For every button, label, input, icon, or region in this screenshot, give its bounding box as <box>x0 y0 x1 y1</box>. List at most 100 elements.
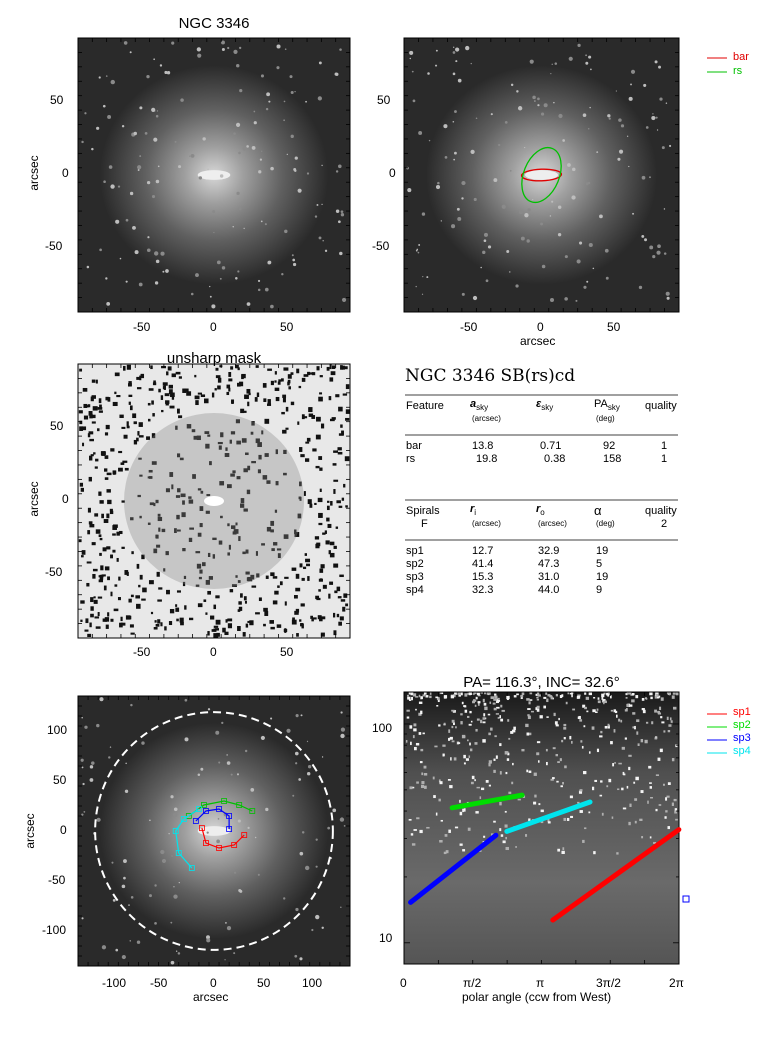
panel1-ytick: -50 <box>45 239 63 253</box>
panel1-ylabel: arcsec <box>27 155 41 191</box>
table-row-sp4-alpha: 9 <box>596 584 603 596</box>
table-row-rs-pa: 158 <box>603 453 622 465</box>
panel2-ytick: 0 <box>389 166 396 180</box>
table-header-ro-unit: (arcsec) <box>538 519 567 528</box>
table-header-spirals-f: F <box>421 518 428 530</box>
spiral-point-sp2 <box>185 813 192 819</box>
panel5-ytick: 100 <box>47 723 68 737</box>
table-header-spiral-quality: quality <box>645 505 677 517</box>
spiral-point-sp1 <box>241 832 248 838</box>
table-row-sp2-alpha: 5 <box>596 558 603 570</box>
table-row-sp3-alpha: 19 <box>596 571 609 583</box>
panel1-xtick: -50 <box>133 320 151 334</box>
spiral-point-sp3 <box>226 813 233 819</box>
panel6-xtick: 3π/2 <box>596 976 621 990</box>
panel1-title: NGC 3346 <box>178 15 250 32</box>
table-header-pa: PAsky <box>594 398 620 413</box>
axis-ticks <box>77 37 351 313</box>
panel1-ytick: 0 <box>62 166 69 180</box>
panel2-xtick: 0 <box>537 320 544 334</box>
panel6-xlabel: polar angle (ccw from West) <box>462 990 612 1004</box>
galaxy-image-with-spirals <box>77 695 351 967</box>
polar-line-sp4 <box>504 799 593 834</box>
spiral-point-sp2 <box>249 808 256 814</box>
table-row-bar-a: 13.8 <box>472 440 494 452</box>
panel3-xtick: -50 <box>133 645 151 659</box>
table-row-bar-e: 0.71 <box>540 440 562 452</box>
table-header-a: asky <box>470 398 489 413</box>
panel5-ytick: 50 <box>53 773 67 787</box>
small-marker <box>682 895 690 903</box>
table-row-sp1-name: sp1 <box>406 545 424 557</box>
table-row-sp1-alpha: 19 <box>596 545 609 557</box>
spiral-arm-sp3 <box>195 808 230 829</box>
panel1-xtick: 0 <box>210 320 217 334</box>
axis-ticks <box>77 695 351 967</box>
table-header-eps: εsky <box>536 398 554 413</box>
spiral-point-sp1 <box>203 840 209 846</box>
spiral-point-sp1 <box>199 825 205 831</box>
panel3-ytick: 0 <box>62 492 69 506</box>
panel5-ytick: -100 <box>42 923 67 937</box>
spiral-point-sp2 <box>221 798 227 804</box>
spiral-point-sp4 <box>172 828 179 834</box>
table-row-sp2-name: sp2 <box>406 558 424 570</box>
galaxy-image <box>77 37 351 313</box>
spiral-point-sp3 <box>216 806 222 812</box>
table-row-sp3-ri: 15.3 <box>472 571 494 583</box>
table-header-spirals: Spirals <box>406 505 440 517</box>
panel5-xtick: 100 <box>302 976 323 990</box>
table-header-pa-unit: (deg) <box>596 414 615 423</box>
legend-bar-label: bar <box>733 51 749 63</box>
table-header-ri-unit: (arcsec) <box>472 519 501 528</box>
table-row-sp4-ro: 44.0 <box>538 584 560 596</box>
panel5-xtick: -100 <box>102 976 127 990</box>
table-header-feature: Feature <box>406 400 444 412</box>
legend-sp1-label: sp1 <box>733 706 751 718</box>
panel3-ytick: -50 <box>45 565 63 579</box>
spiral-point-sp3 <box>203 808 209 814</box>
panel6-title: PA= 116.3°, INC= 32.6° <box>463 674 620 691</box>
panel5-xtick: 50 <box>257 976 271 990</box>
ellipse-bar <box>520 168 563 182</box>
spiral-point-sp4 <box>180 816 187 822</box>
spiral-arm-sp1 <box>201 827 245 849</box>
polar-line-sp1 <box>550 827 682 923</box>
polar-line-sp3 <box>408 832 499 905</box>
table-row-bar-name: bar <box>406 440 422 452</box>
table-row-sp2-ri: 41.4 <box>472 558 494 570</box>
table-row-sp4-ri: 32.3 <box>472 584 494 596</box>
table-header-ri: ri <box>470 503 477 518</box>
table-header-quality: quality <box>645 400 677 412</box>
spiral-point-sp1 <box>231 842 238 848</box>
spiral-arm-sp4 <box>175 808 200 869</box>
table-row-sp3-name: sp3 <box>406 571 424 583</box>
panel5-ytick: 0 <box>60 823 67 837</box>
panel6-xtick: 0 <box>400 976 407 990</box>
panel2-xtick: 50 <box>607 320 621 334</box>
table-row-rs-e: 0.38 <box>544 453 566 465</box>
panel5-xtick: -50 <box>150 976 168 990</box>
table-row-sp1-ro: 32.9 <box>538 545 560 557</box>
spiral-arm-sp2 <box>188 800 253 817</box>
panel1-xtick: 50 <box>280 320 294 334</box>
table-row-rs-a: 19.8 <box>476 453 498 465</box>
panel5-ylabel: arcsec <box>23 813 37 849</box>
polar-line-sp2 <box>449 792 525 811</box>
panel3-xtick: 0 <box>210 645 217 659</box>
table-row-sp1-ri: 12.7 <box>472 545 494 557</box>
legend-rs-label: rs <box>733 65 743 77</box>
axis-ticks <box>403 691 680 965</box>
axis-ticks <box>77 363 351 639</box>
panel6-xtick: π <box>536 976 545 990</box>
panel3-xtick: 50 <box>280 645 294 659</box>
panel5-xlabel: arcsec <box>193 990 229 1004</box>
panel6-ytick: 100 <box>372 721 393 735</box>
spiral-point-sp2 <box>201 802 207 808</box>
panel6-ytick: 10 <box>379 931 393 945</box>
spiral-point-sp2 <box>236 802 243 808</box>
axis-ticks <box>403 37 680 313</box>
polar-plot <box>403 691 680 965</box>
panel6-xtick: 2π <box>669 976 684 990</box>
